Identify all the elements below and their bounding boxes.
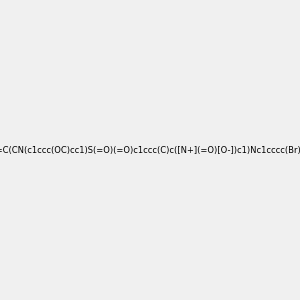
Text: O=C(CN(c1ccc(OC)cc1)S(=O)(=O)c1ccc(C)c([N+](=O)[O-])c1)Nc1cccc(Br)c1: O=C(CN(c1ccc(OC)cc1)S(=O)(=O)c1ccc(C)c([…: [0, 146, 300, 154]
